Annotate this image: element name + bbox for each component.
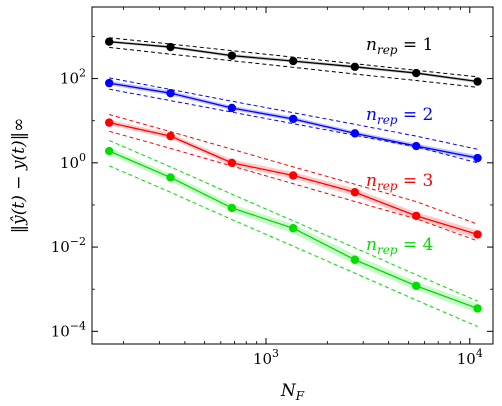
x-tick-exp: 3: [272, 347, 279, 360]
series-label-sub: rep: [377, 179, 398, 193]
series-4-fit-lower: [108, 165, 478, 327]
y-tick-exp: −2: [70, 235, 86, 248]
series-3-point: [473, 230, 482, 239]
series-3-point: [350, 188, 360, 197]
series-4: [104, 139, 482, 327]
series-3-point: [166, 131, 175, 141]
series-1-point: [166, 42, 175, 52]
series-label-base: n: [366, 235, 377, 255]
series-label-eq: = 4: [397, 235, 433, 255]
y-tick-exp: 2: [79, 67, 86, 80]
series-2-fit-lower: [109, 88, 478, 164]
series-1-point: [289, 56, 298, 66]
x-tick-label: 103: [253, 347, 279, 368]
series-2-point: [227, 103, 237, 113]
series-label-base: n: [366, 105, 377, 125]
series-4-point: [473, 304, 482, 313]
y-axis-title: ‖ŷ(t) − y(t)‖∞: [9, 118, 29, 234]
series-2-point: [350, 129, 360, 138]
y-tick-base: 10: [51, 322, 70, 340]
x-axis-title-base: N: [280, 381, 297, 401]
x-tick-exp: 4: [476, 347, 483, 360]
series-label-1: nrep = 1: [366, 35, 433, 57]
series-2-point: [412, 141, 421, 151]
y-tick-label: 10−2: [51, 235, 86, 256]
series-label-3: nrep = 3: [366, 171, 433, 193]
series-1-point: [104, 37, 114, 46]
y-tick-label: 10−4: [51, 319, 86, 340]
x-tick-label: 104: [457, 347, 483, 368]
series-3-fit-lower: [109, 130, 478, 242]
series-1-point: [350, 62, 360, 72]
y-tick-base: 10: [60, 70, 79, 88]
series-3-fit-upper: [109, 114, 478, 225]
series-2-point: [289, 114, 298, 124]
y-tick-exp: 0: [79, 151, 86, 164]
y-tick-label: 100: [60, 151, 86, 172]
series-3-point: [412, 211, 421, 221]
series-4-point: [104, 146, 114, 156]
series-3-point: [104, 118, 114, 127]
series-2: [104, 77, 482, 164]
series-1-point: [227, 51, 237, 60]
series-2-point: [104, 78, 114, 88]
series-label-eq: = 2: [397, 105, 433, 125]
series-4-point: [350, 255, 360, 264]
series-1: [104, 37, 482, 88]
series-1-fit-lower: [109, 46, 478, 88]
series-4-point: [412, 281, 421, 291]
series-label-eq: = 3: [397, 171, 433, 191]
y-tick-label: 102: [60, 67, 86, 88]
series-label-sub: rep: [377, 43, 398, 57]
x-axis-title-sub: F: [295, 389, 305, 403]
series-3-point: [289, 171, 298, 180]
series-label-sub: rep: [377, 113, 398, 127]
series-label-2: nrep = 2: [366, 105, 433, 127]
series-4-point: [166, 173, 175, 182]
series-4-point: [227, 203, 237, 213]
series-2-point: [166, 88, 175, 98]
series-3: [104, 114, 482, 242]
series-3-point: [227, 158, 237, 168]
series-4-fit-upper: [108, 139, 478, 302]
series-label-eq: = 1: [397, 35, 433, 55]
y-tick-exp: −4: [70, 319, 86, 332]
x-tick-base: 10: [253, 350, 272, 368]
series-2-point: [473, 153, 482, 163]
series-4-point: [289, 224, 298, 233]
series-label-sub: rep: [377, 243, 398, 257]
series-label-4: nrep = 4: [366, 235, 433, 257]
plot-marks: [104, 37, 482, 327]
y-tick-base: 10: [51, 238, 70, 256]
plot-frame: [91, 6, 494, 345]
series-label-base: n: [366, 35, 377, 55]
series-1-point: [473, 77, 482, 86]
axis-ticks: [92, 7, 493, 344]
series-label-base: n: [366, 171, 377, 191]
y-tick-base: 10: [60, 154, 79, 172]
series-1-point: [412, 68, 421, 78]
x-tick-base: 10: [457, 350, 476, 368]
x-axis-title: NF: [280, 381, 305, 403]
